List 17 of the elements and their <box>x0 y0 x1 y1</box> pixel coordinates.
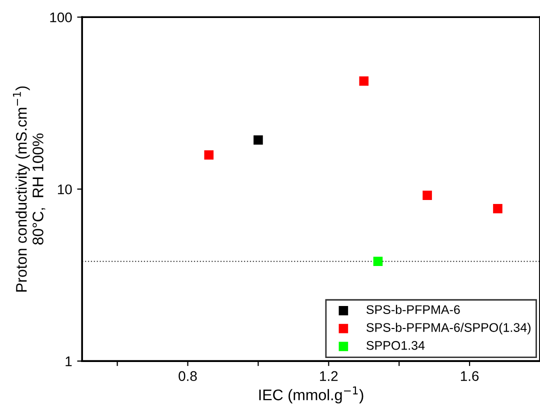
legend-label: SPPO1.34 <box>366 341 425 350</box>
legend-label: SPS-b-PFPMA-6/SPPO(1.34) <box>366 322 530 334</box>
point <box>373 256 383 266</box>
point <box>254 135 263 145</box>
x-tick-label: 0.8 <box>178 371 197 382</box>
y-tick-label: 1 <box>66 356 72 366</box>
x-tick-label: 1.2 <box>320 371 338 381</box>
y-tick-label: 100 <box>50 12 72 22</box>
y-tick-label: 10 <box>58 184 72 194</box>
point <box>359 76 369 86</box>
point <box>493 204 502 214</box>
point <box>204 150 214 160</box>
legend-label: SPS-b-PFPMA-6 <box>366 304 460 314</box>
x-axis-title: IEC (mmol.g$^{−1}$) <box>259 386 364 404</box>
x-tick-label: 1.6 <box>460 371 479 382</box>
point <box>422 190 432 200</box>
text: Proton conductivity (mS.cm$^{−1}$) 80°C, RH 100% <box>12 86 46 292</box>
